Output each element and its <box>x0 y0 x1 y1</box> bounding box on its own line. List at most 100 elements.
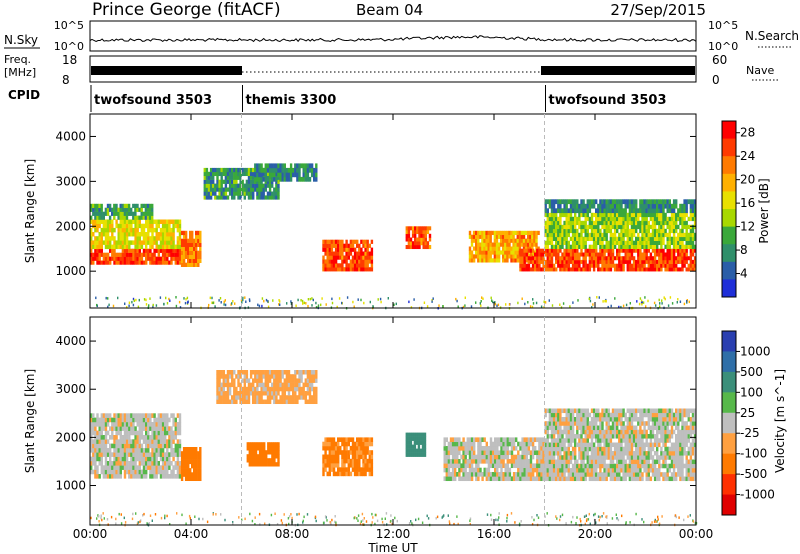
power-cell <box>641 203 644 209</box>
velocity-cell <box>168 435 171 440</box>
velocity-cell <box>592 434 596 439</box>
velocity-cell <box>358 463 361 468</box>
velocity-cell <box>580 429 583 435</box>
power-cell <box>147 252 150 257</box>
power-cell <box>96 248 99 253</box>
power-cell <box>584 203 587 209</box>
velocity-cell <box>358 441 361 447</box>
power-cell <box>546 212 549 218</box>
velocity-cell <box>153 422 156 427</box>
velocity-cell <box>540 472 543 477</box>
power-cell <box>205 171 209 177</box>
power-cell <box>552 263 556 268</box>
power-cell <box>637 208 640 214</box>
power-cell <box>662 216 665 222</box>
power-cell <box>495 258 499 263</box>
power-cell <box>666 263 669 268</box>
power-cell <box>189 262 192 267</box>
velocity-cell <box>275 442 278 447</box>
velocity-cell <box>193 463 196 469</box>
power-cell <box>337 267 340 272</box>
velocity-cell <box>182 463 186 469</box>
power-cell <box>151 240 154 245</box>
velocity-cell <box>454 441 457 447</box>
power-cell <box>343 255 346 260</box>
velocity-cell <box>466 450 469 456</box>
velocity-cell <box>415 432 419 437</box>
power-cell <box>599 256 602 261</box>
power-cell <box>666 259 669 264</box>
power-cell <box>341 251 344 256</box>
power-cell <box>546 267 549 272</box>
velocity-cell <box>184 451 188 456</box>
power-cell <box>477 230 480 236</box>
power-cell <box>468 230 472 236</box>
velocity-cell <box>324 467 327 472</box>
velocity-cell <box>341 463 344 468</box>
power-cell <box>174 244 177 250</box>
power-cell <box>563 232 566 238</box>
power-cell <box>260 191 263 196</box>
power-cell <box>552 252 556 257</box>
velocity-cell <box>555 425 558 431</box>
power-cell <box>520 230 524 236</box>
power-cell <box>658 248 661 253</box>
power-cell <box>628 259 632 264</box>
velocity-cell <box>584 417 587 422</box>
velocity-cell <box>620 451 623 456</box>
velocity-cell <box>531 467 535 473</box>
power-speckle-cell <box>290 302 293 305</box>
velocity-cell <box>557 463 560 469</box>
power-cell <box>555 256 558 261</box>
velocity-cell <box>590 468 594 473</box>
power-cell <box>620 216 623 222</box>
velocity-cell <box>502 441 505 447</box>
power-cell <box>132 219 135 224</box>
velocity-cell <box>366 450 369 455</box>
power-cell <box>90 215 93 220</box>
velocity-cell <box>172 435 175 440</box>
power-cell <box>595 236 598 241</box>
power-speckle-cell <box>300 299 302 302</box>
power-cell <box>475 234 478 239</box>
power-cell <box>495 230 499 236</box>
power-speckle-cell <box>148 304 150 307</box>
power-cell <box>548 216 552 222</box>
velocity-cell <box>540 463 543 469</box>
power-speckle-cell <box>667 304 670 307</box>
power-cell <box>189 230 192 236</box>
velocity-cell <box>92 443 95 449</box>
power-cell <box>651 256 655 261</box>
velocity-cell <box>542 472 545 477</box>
velocity-cell <box>620 412 623 418</box>
velocity-cell <box>164 413 167 418</box>
velocity-cell <box>263 450 266 455</box>
power-cell <box>205 187 209 192</box>
velocity-cell <box>447 476 451 482</box>
power-cell <box>130 256 133 261</box>
power-cell <box>628 244 632 249</box>
power-cell <box>370 267 374 272</box>
power-cell <box>555 199 558 205</box>
power-cell <box>138 240 141 245</box>
power-cell <box>611 256 615 261</box>
velocity-cell <box>538 441 541 447</box>
power-cell <box>113 252 116 257</box>
power-cell <box>508 230 511 236</box>
nsearch-tick-high: 10^5 <box>708 19 738 32</box>
power-speckle-cell <box>331 297 333 301</box>
power-cell <box>481 250 484 255</box>
power-cell <box>115 223 118 229</box>
velocity-cell <box>613 434 617 439</box>
velocity-cell <box>487 472 491 477</box>
velocity-cell <box>458 467 461 473</box>
velocity-cell <box>136 417 139 423</box>
power-cell <box>353 255 357 260</box>
power-cell <box>557 259 560 264</box>
velocity-cell <box>517 476 520 482</box>
power-cell <box>626 248 629 253</box>
power-cell <box>341 267 344 272</box>
power-speckle-cell <box>212 301 214 305</box>
velocity-cell <box>136 465 139 470</box>
power-cell <box>662 259 665 264</box>
